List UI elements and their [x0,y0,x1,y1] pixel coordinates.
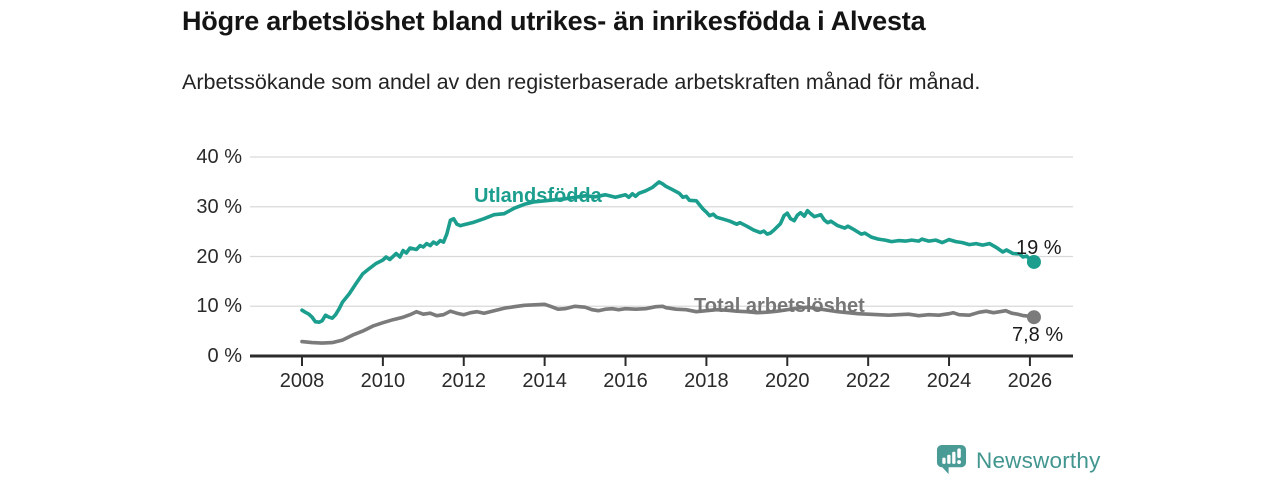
x-tick-label: 2020 [765,370,810,392]
x-tick-label: 2008 [279,370,325,392]
x-tick-label: 2012 [441,370,487,392]
y-tick-label: 40 % [196,146,242,168]
x-tick-label: 2024 [926,370,972,392]
x-tick-label: 2022 [845,370,891,392]
newsworthy-logo: Newsworthy [936,444,1101,477]
series-end-dot-total [1026,310,1041,325]
chart-subtitle: Arbetssökande som andel av den registerb… [182,70,981,94]
series-line-utlandsfodda [300,180,1036,325]
bar-chart-speech-bubble-icon [936,444,967,477]
x-tick-label: 2018 [684,370,729,392]
series-label-total-arbetsloshet: Total arbetslöshet [694,295,865,317]
end-value-label-utlandsfodda: 19 % [1016,237,1062,259]
y-tick-label: 20 % [196,245,242,268]
chart-title: Högre arbetslöshet bland utrikes- än inr… [182,6,926,36]
newsworthy-logo-text: Newsworthy [976,447,1101,473]
series-line-total [300,302,1036,345]
series-label-utlandsfodda: Utlandsfödda [474,185,602,207]
end-value-label-total: 7,8 % [1012,324,1064,346]
x-tick-label: 2026 [1007,370,1053,392]
y-tick-label: 30 % [196,195,242,218]
series-end-dot-utlandsfodda [1026,254,1041,269]
x-tick-label: 2014 [522,370,567,392]
y-tick-label: 0 % [207,345,242,367]
y-tick-label: 10 % [196,295,242,318]
x-tick-label: 2010 [360,370,406,392]
x-tick-label: 2016 [603,370,648,392]
